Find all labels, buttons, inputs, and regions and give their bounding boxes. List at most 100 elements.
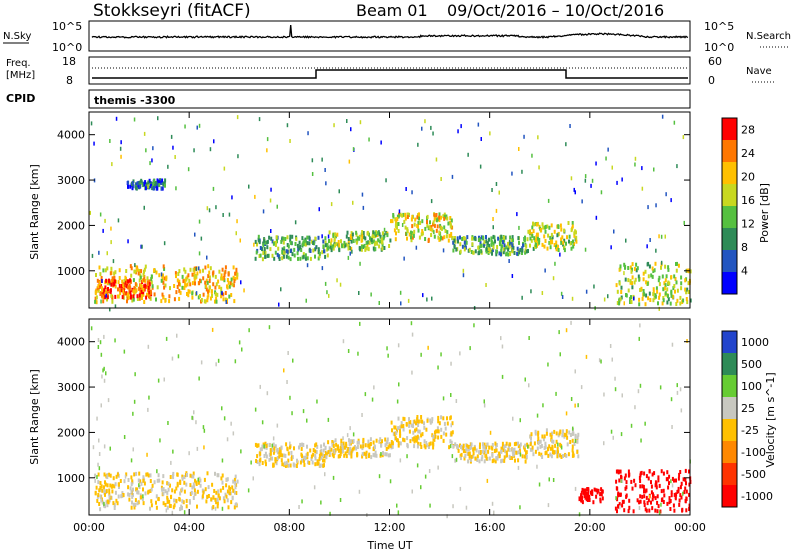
power-cell (447, 221, 450, 226)
power-noise-cell (99, 212, 102, 217)
velocity-cell (394, 436, 397, 441)
power-cell (232, 275, 235, 280)
velocity-cell (571, 444, 574, 449)
power-cell (438, 212, 441, 217)
power-cell (450, 218, 453, 223)
velocity-cell (318, 457, 321, 462)
velocity-cell (356, 440, 359, 445)
velocity-cell (643, 471, 646, 476)
velocity-noise-cell (283, 368, 285, 373)
velocity-cell (544, 441, 547, 446)
power-cell (150, 280, 153, 285)
velocity-noise-cell (226, 437, 229, 442)
velocity-cell (555, 450, 558, 455)
power-cell (277, 254, 280, 259)
velocity-noise-cell (644, 421, 646, 426)
velocity-cell (176, 481, 179, 486)
power-cell (445, 234, 448, 239)
velocity-noise-cell (609, 344, 612, 348)
power-cell (673, 284, 676, 288)
velocity-cell (552, 439, 555, 444)
velocity-cell (303, 462, 306, 467)
velocity-cell (216, 497, 219, 502)
power-cell (179, 282, 181, 287)
power-cell (113, 281, 116, 286)
power-cell (432, 222, 434, 227)
power-cell (118, 284, 121, 288)
velocity-cell (440, 434, 443, 439)
power-cell (318, 254, 321, 259)
velocity-cell (363, 451, 366, 456)
velocity-noise-cell (449, 444, 452, 449)
velocity-cell (538, 451, 541, 456)
power-cell (427, 239, 430, 243)
velocity-cell (537, 432, 540, 437)
power-cell (405, 231, 408, 236)
velocity-cell (517, 441, 519, 446)
velocity-cell (558, 453, 561, 458)
power-cell (174, 271, 177, 276)
power-cell (114, 279, 116, 284)
velocity-cell (517, 458, 520, 463)
velocity-noise-cell (547, 503, 550, 508)
velocity-cell (532, 452, 535, 457)
power-cell (658, 292, 661, 297)
power-cell (265, 240, 268, 245)
velocity-cell (518, 449, 521, 453)
velocity-noise-cell (142, 494, 144, 499)
velocity-cell (193, 484, 196, 489)
velocity-cell (625, 485, 628, 490)
power-noise-cell (152, 146, 154, 151)
velocity-cell (512, 452, 515, 457)
velocity-cell (667, 485, 670, 490)
velocity-cell (128, 497, 131, 502)
power-cell (98, 281, 101, 286)
velocity-cell (172, 471, 175, 476)
velocity-cell (369, 437, 372, 442)
power-cell (433, 234, 436, 239)
velocity-noise-cell (241, 347, 243, 352)
velocity-noise-cell (459, 486, 462, 491)
velocity-cell (472, 454, 475, 459)
velocity-cell (228, 485, 231, 490)
velocity-cell (364, 443, 367, 448)
velocity-cell (627, 473, 630, 478)
velocity-cell (375, 453, 378, 458)
power-cell (381, 242, 384, 247)
velocity-cell (296, 458, 298, 463)
power-noise-cell (641, 186, 644, 191)
velocity-cell (688, 469, 690, 474)
velocity-cell (362, 437, 365, 442)
power-cell (485, 239, 488, 244)
power-cell (378, 244, 381, 249)
power-cell (94, 296, 97, 301)
velocity-noise-cell (427, 345, 429, 350)
power-cell (317, 247, 320, 252)
velocity-cell (688, 492, 691, 497)
power-cell (689, 298, 692, 303)
velocity-noise-cell (97, 338, 100, 342)
power-cell (370, 237, 373, 242)
velocity-noise-cell (465, 505, 468, 510)
power-cell (544, 224, 547, 229)
power-noise-cell (537, 135, 539, 140)
velocity-noise-cell (100, 352, 103, 357)
power-cell (154, 182, 157, 186)
velocity-cell (508, 447, 511, 452)
power-cell (672, 286, 675, 291)
power-noise-cell (240, 280, 242, 285)
power-noise-cell (633, 296, 635, 301)
velocity-noise-cell (387, 353, 389, 358)
power-cell (164, 183, 166, 188)
power-cell (335, 242, 338, 247)
power-cell (435, 218, 438, 223)
velocity-cell (397, 443, 400, 448)
velocity-noise-cell (223, 416, 226, 421)
power-cell (421, 229, 424, 233)
power-cell (191, 272, 194, 277)
velocity-cell (641, 494, 644, 499)
velocity-cell (524, 443, 527, 448)
power-cell (199, 269, 202, 274)
velocity-noise-cell (519, 452, 522, 457)
velocity-cell (302, 443, 305, 447)
